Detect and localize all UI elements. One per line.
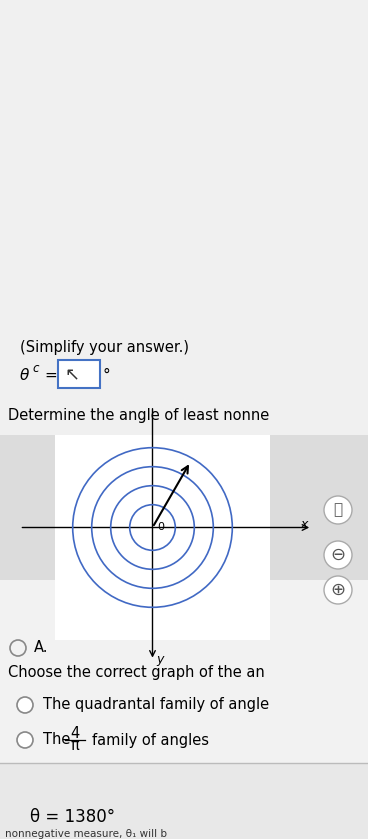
Circle shape [324, 541, 352, 569]
Bar [55, 435, 270, 640]
Circle shape [17, 697, 33, 713]
Text: 0: 0 [158, 523, 164, 533]
Text: ⧉: ⧉ [333, 503, 343, 518]
Text: A.: A. [34, 640, 49, 655]
Text: family of angles: family of angles [92, 732, 209, 748]
Text: y: y [156, 653, 164, 666]
Text: (Simplify your answer.): (Simplify your answer.) [20, 340, 189, 355]
Text: The quadrantal family of angle: The quadrantal family of angle [43, 697, 269, 712]
Text: θ = 1380°: θ = 1380° [30, 808, 115, 826]
Bar [0, 0, 368, 435]
Text: The: The [43, 732, 70, 748]
Text: °: ° [103, 367, 111, 383]
Circle shape [17, 732, 33, 748]
Text: Determine the angle of least nonne: Determine the angle of least nonne [8, 408, 269, 423]
Text: =: = [44, 367, 57, 383]
Text: x: x [301, 519, 308, 531]
FancyBboxPatch shape [58, 360, 100, 388]
Text: c: c [32, 362, 39, 374]
Text: ⊖: ⊖ [330, 546, 346, 564]
Circle shape [324, 576, 352, 604]
Text: Choose the correct graph of the an: Choose the correct graph of the an [8, 665, 265, 680]
Bar [0, 580, 368, 763]
Text: ⊕: ⊕ [330, 581, 346, 599]
Bar [0, 709, 368, 839]
Text: nonnegative measure, θ₁ will b: nonnegative measure, θ₁ will b [5, 829, 167, 839]
Text: π: π [71, 737, 79, 753]
Circle shape [324, 496, 352, 524]
Text: 4: 4 [70, 726, 79, 741]
Text: ↖: ↖ [64, 366, 79, 384]
Circle shape [10, 640, 26, 656]
Text: θ: θ [20, 367, 29, 383]
